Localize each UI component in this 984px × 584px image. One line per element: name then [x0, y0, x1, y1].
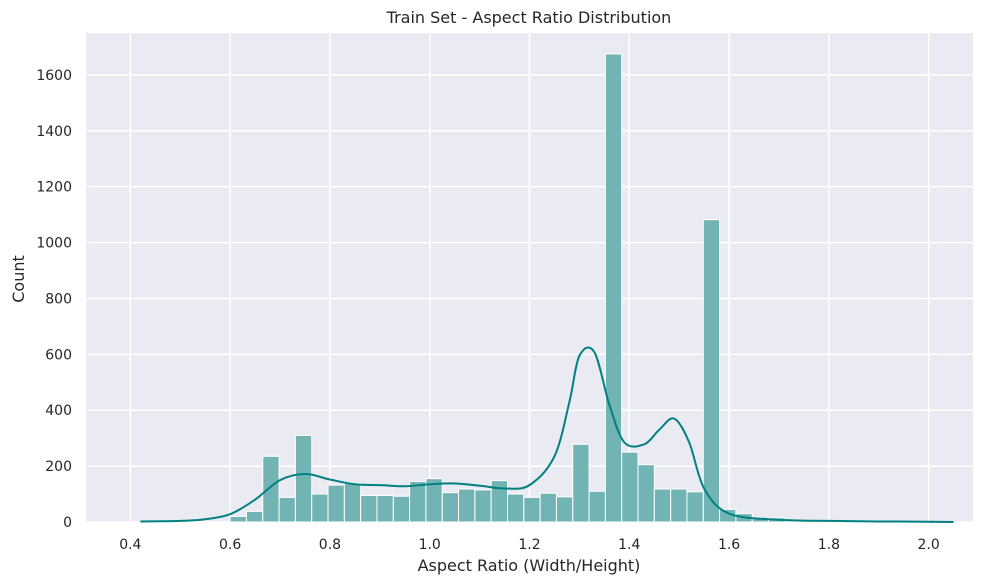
histogram-bar [686, 491, 704, 523]
histogram-bar [392, 495, 411, 523]
histogram-bars [229, 53, 786, 523]
histogram-bar [262, 455, 280, 523]
histogram-bar [702, 219, 721, 523]
chart-title: Train Set - Aspect Ratio Distribution [386, 8, 672, 27]
y-tick-label: 400 [45, 403, 72, 419]
histogram-bar [653, 488, 672, 523]
x-tick-label: 1.0 [419, 537, 441, 553]
y-tick-label: 200 [45, 459, 72, 475]
x-tick-label: 2.0 [918, 537, 940, 553]
kde-curve [140, 346, 954, 523]
histogram-bar [327, 484, 345, 523]
y-tick-label: 1400 [36, 124, 72, 140]
histogram-bar [670, 488, 688, 523]
histogram-bar [604, 53, 623, 523]
y-tick-label: 1600 [36, 68, 72, 84]
histogram-bar [294, 434, 313, 523]
x-gridlines [129, 33, 930, 522]
y-tick-label: 1000 [36, 236, 72, 252]
histogram-bar [343, 482, 362, 523]
x-tick-label: 0.8 [319, 537, 341, 553]
x-tick-label: 1.6 [718, 537, 740, 553]
x-tick-label: 1.4 [618, 537, 640, 553]
histogram-bar [245, 510, 264, 523]
x-tick-label: 0.4 [119, 537, 141, 553]
x-tick-label: 1.2 [518, 537, 540, 553]
histogram-bar [506, 493, 525, 523]
histogram-bar [539, 492, 557, 523]
histogram-bar [311, 493, 329, 523]
y-tick-label: 0 [63, 515, 72, 531]
x-tick-label: 1.8 [818, 537, 840, 553]
histogram-bar [458, 488, 476, 523]
histogram-bar [441, 492, 460, 523]
histogram-bar [360, 494, 378, 523]
y-tick-label: 800 [45, 291, 72, 307]
y-tick-label: 600 [45, 347, 72, 363]
x-tick-labels: 0.4 0.6 0.8 1.0 1.2 1.4 1.6 1.8 2.0 [119, 537, 940, 553]
histogram-bar [376, 494, 394, 523]
histogram-bar [555, 496, 574, 523]
histogram-bar [621, 451, 639, 523]
histogram-bar [523, 496, 541, 523]
x-tick-label: 0.6 [219, 537, 241, 553]
x-axis-label: Aspect Ratio (Width/Height) [418, 556, 641, 575]
histogram-bar [637, 464, 655, 523]
y-tick-labels: 0 200 400 600 800 1000 1200 1400 1600 [36, 68, 72, 531]
histogram-bar [278, 496, 296, 523]
y-axis-label: Count [9, 255, 28, 303]
histogram-bar [588, 490, 606, 523]
histogram-bar [229, 515, 247, 523]
histogram-bar [474, 489, 492, 523]
histogram-bar [572, 443, 590, 523]
y-tick-label: 1200 [36, 180, 72, 196]
histogram-bar [409, 480, 427, 523]
